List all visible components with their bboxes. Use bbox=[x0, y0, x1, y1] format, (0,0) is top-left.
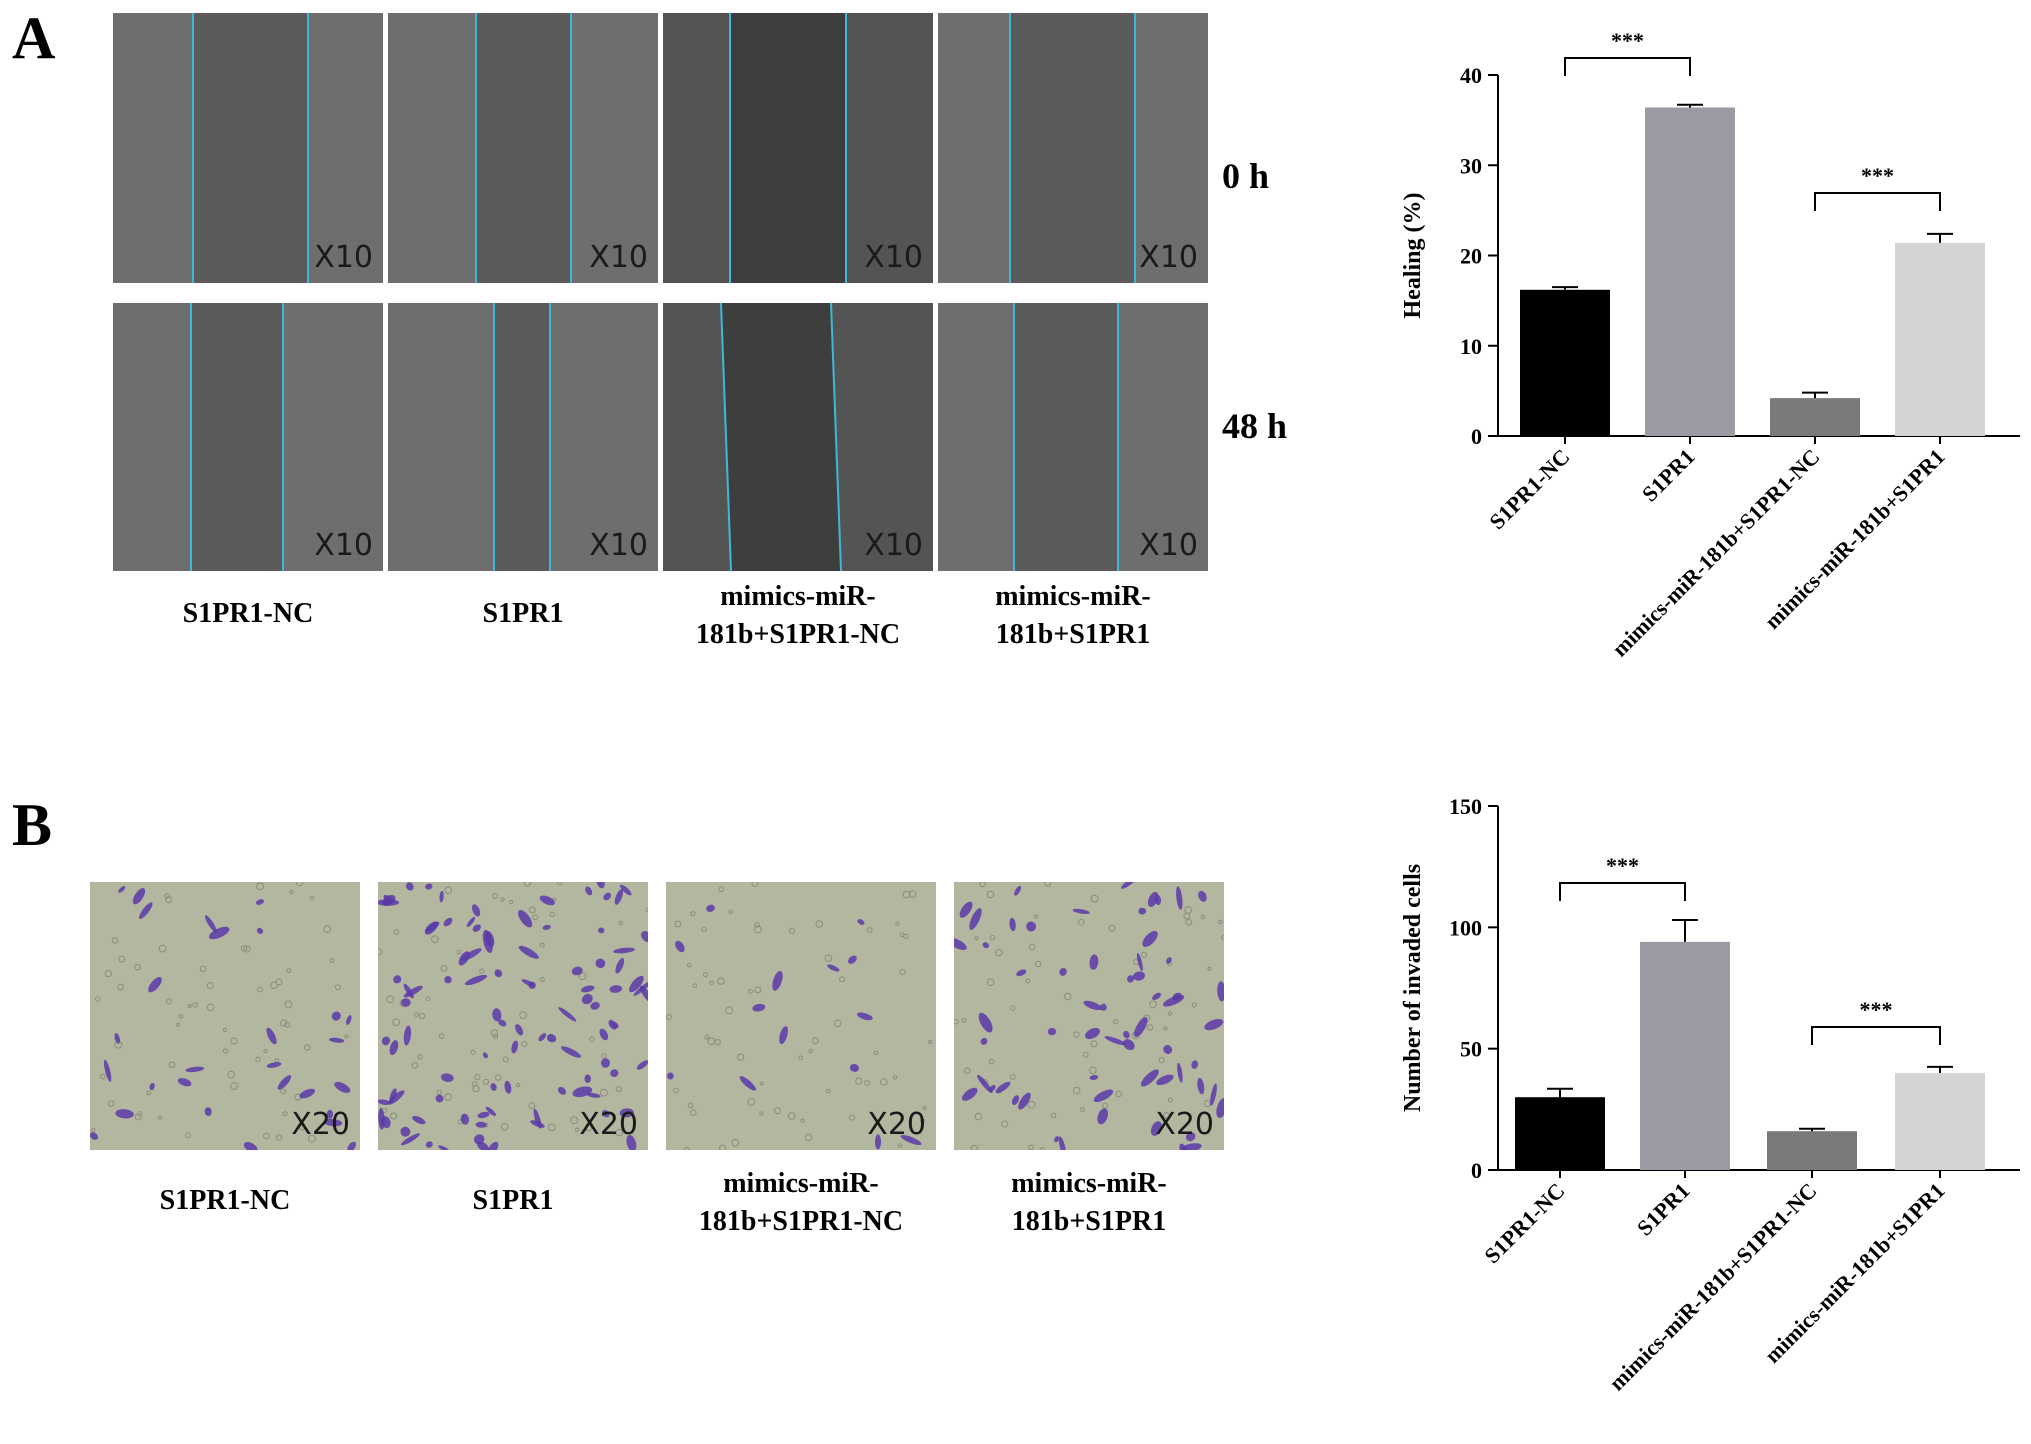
healing-bar bbox=[1895, 242, 1985, 436]
invasion-y-tick-label: 150 bbox=[1449, 794, 1482, 819]
group-label-b-s1pr1-nc: S1PR1-NC bbox=[159, 1185, 291, 1216]
healing-y-tick-label: 10 bbox=[1460, 334, 1482, 359]
invasion-x-tick-label: mimics-miR-181b+S1PR1-NC bbox=[1604, 1178, 1822, 1396]
magnification-label: X10 bbox=[864, 240, 923, 275]
invasion-significance-label: *** bbox=[1606, 853, 1639, 878]
group-label-mimics-s1pr1: mimics-miR- 181b+S1PR1 bbox=[995, 581, 1151, 650]
invasion-bar bbox=[1895, 1072, 1985, 1170]
healing-y-tick-label: 30 bbox=[1460, 153, 1482, 178]
healing-significance-label: *** bbox=[1611, 28, 1644, 53]
group-label-b-s1pr1: S1PR1 bbox=[472, 1185, 554, 1216]
magnification-label: X20 bbox=[1155, 1107, 1214, 1142]
magnification-label: X20 bbox=[291, 1107, 350, 1142]
scratch-image-s1pr1-nc-0h: X10 bbox=[113, 13, 383, 283]
healing-significance-label: *** bbox=[1861, 163, 1894, 188]
transwell-image-mimics-nc: X20 bbox=[666, 882, 936, 1150]
magnification-label: X10 bbox=[864, 528, 923, 563]
healing-x-tick-label: mimics-miR-181b+S1PR1-NC bbox=[1607, 444, 1825, 662]
stained-cells bbox=[378, 882, 648, 1150]
healing-bar bbox=[1645, 107, 1735, 437]
invasion-significance-bracket bbox=[1811, 1026, 1941, 1045]
healing-significance-bracket bbox=[1814, 192, 1941, 211]
healing-bar bbox=[1770, 398, 1860, 436]
magnification-label: X10 bbox=[1139, 240, 1198, 275]
scratch-image-mimics-s1pr1-48h: X10 bbox=[938, 303, 1208, 571]
wound-lines bbox=[663, 303, 933, 571]
healing-bar bbox=[1520, 289, 1610, 436]
wound-lines bbox=[938, 13, 1208, 283]
group-label-b-mimics-nc: mimics-miR- 181b+S1PR1-NC bbox=[698, 1168, 904, 1237]
transwell-image-s1pr1: X20 bbox=[378, 882, 648, 1150]
wound-lines bbox=[388, 303, 658, 571]
magnification-label: X10 bbox=[314, 240, 373, 275]
invasion-bar bbox=[1767, 1131, 1857, 1170]
group-label-s1pr1-nc: S1PR1-NC bbox=[182, 598, 314, 629]
panel-b-letter: B bbox=[12, 792, 53, 858]
invasion-bar bbox=[1640, 941, 1730, 1170]
transwell-image-mimics-s1pr1: X20 bbox=[954, 882, 1224, 1150]
healing-x-tick-label: S1PR1 bbox=[1637, 444, 1700, 507]
scratch-image-mimics-nc-0h: X10 bbox=[663, 13, 933, 283]
healing-y-tick-label: 0 bbox=[1471, 424, 1482, 449]
time-label-0h: 0 h bbox=[1222, 156, 1270, 196]
scratch-image-s1pr1-nc-48h: X10 bbox=[113, 303, 383, 571]
group-label-b-mimics-s1pr1: mimics-miR- 181b+S1PR1 bbox=[1011, 1168, 1167, 1237]
magnification-label: X10 bbox=[314, 528, 373, 563]
magnification-label: X10 bbox=[1139, 528, 1198, 563]
scratch-image-s1pr1-48h: X10 bbox=[388, 303, 658, 571]
scratch-image-mimics-s1pr1-0h: X10 bbox=[938, 13, 1208, 283]
invasion-y-tick-label: 100 bbox=[1449, 915, 1482, 940]
wound-lines bbox=[938, 303, 1208, 571]
stained-cells bbox=[90, 882, 357, 1150]
healing-significance-bracket bbox=[1564, 57, 1691, 76]
invasion-y-tick-label: 0 bbox=[1471, 1158, 1482, 1183]
wound-lines bbox=[663, 13, 933, 283]
invasion-x-tick-label: S1PR1-NC bbox=[1479, 1178, 1569, 1268]
wound-lines bbox=[388, 13, 658, 283]
transwell-image-s1pr1-nc: X20 bbox=[90, 882, 360, 1150]
wound-lines bbox=[113, 303, 383, 571]
scratch-image-s1pr1-0h: X10 bbox=[388, 13, 658, 283]
wound-lines bbox=[113, 13, 383, 283]
group-label-s1pr1: S1PR1 bbox=[482, 598, 564, 629]
panel-a-letter: A bbox=[12, 5, 56, 71]
invasion-bar bbox=[1515, 1097, 1605, 1170]
healing-x-tick-label: S1PR1-NC bbox=[1484, 444, 1574, 534]
magnification-label: X20 bbox=[867, 1107, 926, 1142]
invaded-cells-bar-chart: 0 50 100 150 Number of invaded cells S1PR1-NC… bbox=[1400, 794, 2020, 1396]
magnification-label: X10 bbox=[589, 240, 648, 275]
healing-bar-chart: 0 10 20 30 40 Healing (%) S1PR1-NC S1PR1mimics-… bbox=[1400, 28, 2020, 662]
invasion-y-axis-label: Number of invaded cells bbox=[1400, 864, 1426, 1112]
time-label-48h: 48 h bbox=[1222, 406, 1288, 446]
healing-y-axis-label: Healing (%) bbox=[1400, 193, 1426, 319]
group-label-mimics-nc: mimics-miR- 181b+S1PR1-NC bbox=[695, 581, 901, 650]
magnification-label: X20 bbox=[579, 1107, 638, 1142]
invasion-x-tick-label: S1PR1 bbox=[1632, 1178, 1695, 1241]
healing-y-tick-label: 40 bbox=[1460, 63, 1482, 88]
healing-y-tick-label: 20 bbox=[1460, 244, 1482, 269]
stained-cells bbox=[666, 882, 933, 1150]
invasion-significance-bracket bbox=[1559, 882, 1686, 901]
scratch-image-mimics-nc-48h: X10 bbox=[663, 303, 933, 571]
invasion-y-tick-label: 50 bbox=[1460, 1037, 1482, 1062]
magnification-label: X10 bbox=[589, 528, 648, 563]
stained-cells bbox=[954, 882, 1224, 1150]
invasion-significance-label: *** bbox=[1860, 997, 1893, 1022]
